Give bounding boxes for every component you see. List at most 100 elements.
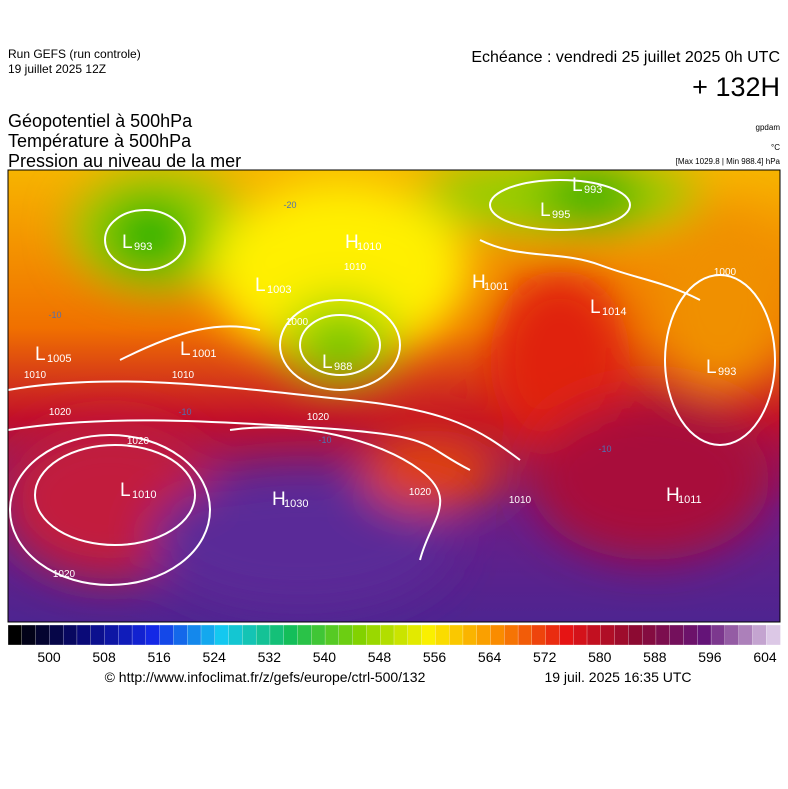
- colorbar-swatch: [35, 624, 51, 646]
- colorbar-swatch: [448, 624, 464, 646]
- field-name: Géopotentiel à 500hPa: [8, 111, 193, 131]
- center-pressure: 1014: [602, 306, 626, 318]
- colorbar-tick-label: 572: [533, 649, 557, 665]
- colorbar-swatch: [738, 624, 754, 646]
- colorbar-swatch: [214, 624, 230, 646]
- field-name: Température à 500hPa: [8, 131, 192, 151]
- center-type: L: [706, 357, 717, 378]
- center-pressure: 1011: [678, 494, 702, 506]
- colorbar-swatch: [407, 624, 423, 646]
- center-pressure: 993: [718, 366, 736, 378]
- colorbar-swatch: [766, 624, 781, 646]
- colorbar-tick-label: 564: [478, 649, 502, 665]
- map-field: [8, 170, 780, 622]
- colorbar-swatch: [559, 624, 574, 646]
- temperature-label: -10: [318, 435, 331, 445]
- colorbar-swatch: [76, 624, 92, 646]
- colorbar-swatch: [573, 624, 588, 646]
- center-type: L: [322, 352, 333, 373]
- colorbar-tick-label: 556: [423, 649, 447, 665]
- colorbar-swatch: [131, 624, 147, 646]
- colorbar-swatch: [600, 624, 616, 646]
- colorbar-swatch: [324, 624, 340, 646]
- colorbar-swatch: [655, 624, 671, 646]
- colorbar-swatch: [462, 624, 478, 646]
- unit: [Max 1029.8 | Min 988.4] hPa: [676, 157, 781, 166]
- colorbar-swatch: [435, 624, 450, 646]
- colorbar-swatch: [531, 624, 547, 646]
- colorbar-tick-label: 580: [588, 649, 612, 665]
- isobar-label: 1000: [714, 267, 737, 278]
- colorbar-swatch: [752, 624, 767, 646]
- colorbar-swatch: [380, 624, 395, 646]
- colorbar-swatch: [187, 624, 202, 646]
- colorbar-swatch: [628, 624, 643, 646]
- colorbar-swatch: [476, 624, 492, 646]
- colorbar-tick-label: 524: [203, 649, 227, 665]
- center-pressure: 1010: [357, 241, 381, 253]
- colorbar-swatch: [21, 624, 37, 646]
- center-type: L: [35, 344, 46, 365]
- center-type: L: [540, 200, 551, 221]
- valid-time: Echéance : vendredi 25 juillet 2025 0h U…: [471, 49, 780, 66]
- unit: gpdam: [756, 123, 781, 132]
- colorbar-swatch: [104, 624, 119, 646]
- colorbar-swatch: [504, 624, 519, 646]
- center-type: L: [120, 480, 131, 501]
- source-url: © http://www.infoclimat.fr/z/gefs/europe…: [105, 669, 426, 685]
- lead-time: + 132H: [692, 72, 780, 102]
- temperature-label: -10: [598, 444, 611, 454]
- run-date: 19 juillet 2025 12Z: [8, 62, 106, 76]
- isobar-label: 1010: [509, 495, 532, 506]
- unit: °C: [771, 143, 780, 152]
- colorbar-swatch: [710, 624, 726, 646]
- colorbar-swatch: [90, 624, 106, 646]
- colorbar-swatch: [366, 624, 381, 646]
- map-frame: [7, 169, 781, 623]
- colorbar-swatch: [118, 624, 133, 646]
- isobar-label: 1020: [127, 436, 150, 447]
- colorbar-swatch: [173, 624, 188, 646]
- isobar-label: 1020: [49, 407, 72, 418]
- temperature-label: -10: [48, 310, 61, 320]
- center-type: L: [590, 297, 601, 318]
- colorbar-swatch: [200, 624, 216, 646]
- temperature-label: -10: [178, 407, 191, 417]
- isobar-label: 1020: [409, 487, 432, 498]
- colorbar-tick-label: 540: [313, 649, 337, 665]
- colorbar-tick-label: 532: [258, 649, 282, 665]
- issued-time: 19 juil. 2025 16:35 UTC: [544, 669, 691, 685]
- colorbar-swatch: [145, 624, 161, 646]
- isobars: [8, 179, 776, 586]
- colorbar-swatch: [545, 624, 561, 646]
- run-name: Run GEFS (run controle): [8, 47, 141, 61]
- colorbar-swatch: [338, 624, 354, 646]
- colorbar-swatch: [490, 624, 505, 646]
- colorbar-swatch: [159, 624, 175, 646]
- colorbar-swatch: [269, 624, 285, 646]
- colorbar-tick-label: 548: [368, 649, 392, 665]
- isobar-label: 1010: [24, 370, 47, 381]
- center-type: L: [572, 175, 583, 196]
- colorbar-swatch: [421, 624, 437, 646]
- colorbar-tick-label: 596: [698, 649, 722, 665]
- colorbar-swatch: [724, 624, 740, 646]
- colorbar-swatch: [352, 624, 368, 646]
- isobar-label: 1010: [172, 370, 195, 381]
- colorbar-tick-label: 500: [37, 649, 61, 665]
- colorbar-swatch: [242, 624, 257, 646]
- colorbar-tick-label: 604: [753, 649, 777, 665]
- colorbar-swatch: [586, 624, 602, 646]
- colorbar-swatch: [228, 624, 244, 646]
- colorbar-swatch: [7, 624, 23, 646]
- center-type: L: [122, 232, 133, 253]
- temperature-label: -20: [283, 200, 296, 210]
- center-type: H: [472, 272, 486, 293]
- center-pressure: 993: [584, 184, 602, 196]
- colorbar-swatch: [697, 624, 712, 646]
- colorbar-tick-label: 588: [643, 649, 667, 665]
- field-name: Pression au niveau de la mer: [8, 151, 241, 171]
